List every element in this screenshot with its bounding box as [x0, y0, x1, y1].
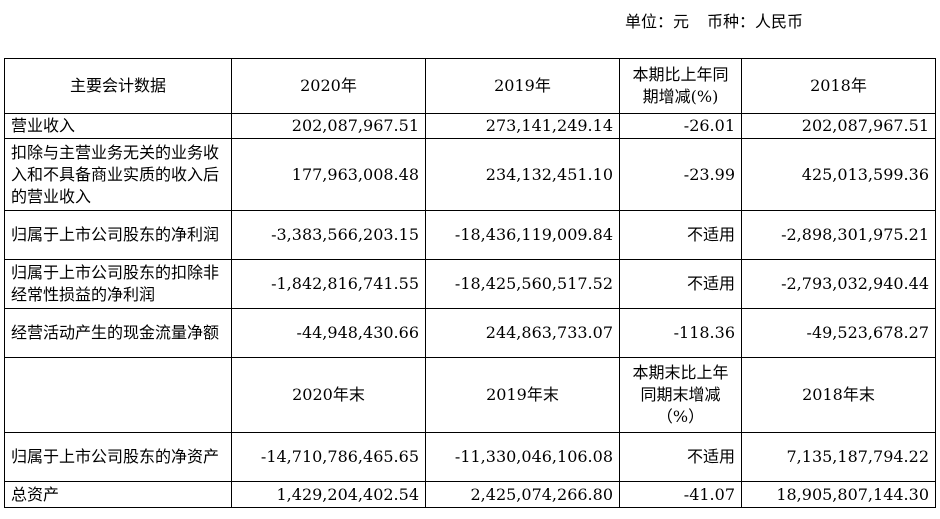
- header-cell: 2020年: [231, 58, 426, 114]
- value-change: 不适用: [619, 259, 742, 309]
- value-2018: 202,087,967.51: [741, 113, 936, 139]
- value-2020: -44,948,430.66: [231, 308, 426, 358]
- row-label: 经营活动产生的现金流量净额: [4, 308, 232, 358]
- value-change: -118.36: [619, 308, 742, 358]
- value-2018: -2,898,301,975.21: [741, 210, 936, 260]
- table-row: 归属于上市公司股东的扣除非经常性损益的净利润 -1,842,816,741.55…: [4, 259, 936, 309]
- value-change: -41.07: [619, 481, 742, 508]
- value-change: -23.99: [619, 138, 742, 211]
- value-2018: 425,013,599.36: [741, 138, 936, 211]
- value-2020: -14,710,786,465.65: [231, 432, 426, 482]
- value-change: 不适用: [619, 432, 742, 482]
- value-2019: -11,330,046,106.08: [425, 432, 620, 482]
- value-change: -26.01: [619, 113, 742, 139]
- unit-label: 单位：元: [625, 12, 690, 31]
- value-2019: -18,425,560,517.52: [425, 259, 620, 309]
- currency-label: 币种：人民币: [707, 12, 804, 31]
- header-cell: [4, 357, 232, 433]
- table-row: 营业收入 202,087,967.51 273,141,249.14 -26.0…: [4, 113, 936, 139]
- row-label: 总资产: [4, 481, 232, 508]
- row-label: 营业收入: [4, 113, 232, 139]
- value-change: 不适用: [619, 210, 742, 260]
- header-row-1: 主要会计数据 2020年 2019年 本期比上年同期增减(%) 2018年: [4, 58, 936, 114]
- value-2019: -18,436,119,009.84: [425, 210, 620, 260]
- header-cell: 2019年: [425, 58, 620, 114]
- value-2018: 7,135,187,794.22: [741, 432, 936, 482]
- value-2018: 18,905,807,144.30: [741, 481, 936, 508]
- value-2020: 1,429,204,402.54: [231, 481, 426, 508]
- header-cell: 2020年末: [231, 357, 426, 433]
- header-cell: 主要会计数据: [4, 58, 232, 114]
- value-2019: 2,425,074,266.80: [425, 481, 620, 508]
- value-2018: -2,793,032,940.44: [741, 259, 936, 309]
- table-row: 总资产 1,429,204,402.54 2,425,074,266.80 -4…: [4, 481, 936, 508]
- row-label: 归属于上市公司股东的净利润: [4, 210, 232, 260]
- table-row: 归属于上市公司股东的净资产 -14,710,786,465.65 -11,330…: [4, 432, 936, 482]
- header-cell: 2018年末: [741, 357, 936, 433]
- value-2019: 244,863,733.07: [425, 308, 620, 358]
- row-label: 归属于上市公司股东的净资产: [4, 432, 232, 482]
- header-cell: 本期比上年同期增减(%): [619, 58, 742, 114]
- table-row: 经营活动产生的现金流量净额 -44,948,430.66 244,863,733…: [4, 308, 936, 358]
- row-label: 归属于上市公司股东的扣除非经常性损益的净利润: [4, 259, 232, 309]
- key-accounting-data-table: 主要会计数据 2020年 2019年 本期比上年同期增减(%) 2018年 营业…: [4, 58, 936, 508]
- header-cell: 2019年末: [425, 357, 620, 433]
- row-label: 扣除与主营业务无关的业务收入和不具备商业实质的收入后的营业收入: [4, 138, 232, 211]
- table-row: 归属于上市公司股东的净利润 -3,383,566,203.15 -18,436,…: [4, 210, 936, 260]
- value-2020: 202,087,967.51: [231, 113, 426, 139]
- value-2020: -3,383,566,203.15: [231, 210, 426, 260]
- value-2019: 273,141,249.14: [425, 113, 620, 139]
- value-2020: 177,963,008.48: [231, 138, 426, 211]
- header-cell: 2018年: [741, 58, 936, 114]
- value-2018: -49,523,678.27: [741, 308, 936, 358]
- header-row-2: 2020年末 2019年末 本期末比上年同期末增减（%） 2018年末: [4, 357, 936, 433]
- header-cell: 本期末比上年同期末增减（%）: [619, 357, 742, 433]
- table-row: 扣除与主营业务无关的业务收入和不具备商业实质的收入后的营业收入 177,963,…: [4, 138, 936, 211]
- unit-line: 单位：元 币种：人民币: [625, 8, 803, 32]
- value-2020: -1,842,816,741.55: [231, 259, 426, 309]
- value-2019: 234,132,451.10: [425, 138, 620, 211]
